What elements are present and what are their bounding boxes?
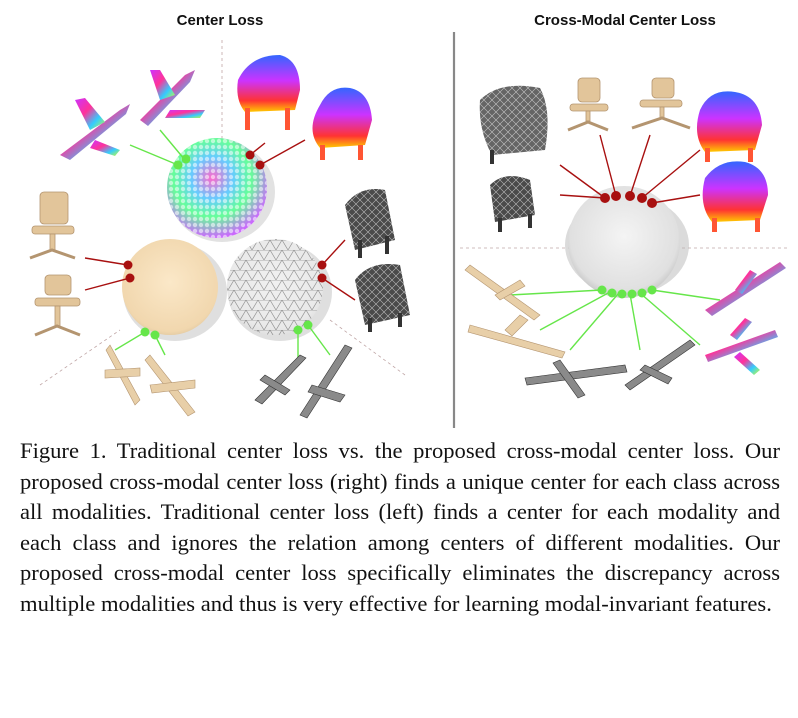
image-airplane-2 [144,354,196,417]
mesh-airplane-2 [299,344,353,419]
caption-text: Traditional center loss vs. the proposed… [20,438,780,616]
image-office-chair-3 [567,77,609,132]
mesh-airplane-1 [254,354,307,405]
figure-caption: Figure 1. Traditional center loss vs. th… [20,436,780,620]
right-panel [460,77,790,399]
image-airplane-3 [464,264,541,321]
pointcloud-airplane-2 [140,70,205,126]
pointcloud-chair-4 [702,161,768,232]
right-panel-title: Cross-Modal Center Loss [534,12,716,29]
left-panel [29,40,410,419]
image-airplane-1 [104,344,141,406]
pointcloud-chair-1 [237,55,300,130]
left-panel-title: Center Loss [176,12,264,29]
pointcloud-chair-3 [696,91,762,162]
image-sphere [122,239,218,335]
shared-center-sphere [568,186,680,298]
mesh-fighter-plane [524,359,628,399]
mesh-tub-chair [479,85,548,164]
pointcloud-airplane-4 [705,318,778,375]
image-office-chair-2 [34,274,81,337]
mesh-armchair-1 [345,189,395,258]
image-office-chair-1 [29,191,76,260]
image-office-chair-4 [631,77,691,130]
image-airplane-4 [467,314,566,359]
figure-illustration: Center Loss Cross-Modal Center Loss [29,12,790,428]
figure-svg [29,32,790,428]
mesh-armchair-2 [355,264,410,332]
pointcloud-airplane-3 [705,262,786,316]
pointcloud-airplane-1 [60,98,130,160]
pointcloud-chair-2 [312,87,372,160]
caption-label: Figure 1. [20,438,107,463]
mesh-airplane-3 [624,339,696,391]
mesh-armchair-3 [490,176,535,232]
